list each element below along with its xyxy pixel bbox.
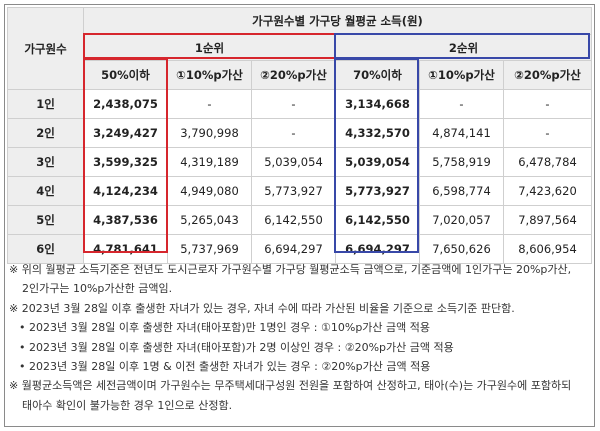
table-cell: 6,142,550 (335, 205, 420, 235)
table-cell: 5,265,043 (167, 205, 252, 235)
note-text: ※ 2023년 3월 28일 이후 출생한 자녀가 있는 경우, 자녀 수에 따… (9, 301, 515, 315)
table-cell: 5,758,919 (419, 147, 504, 177)
table-cell: 2,438,075 (83, 89, 168, 119)
table-cell: 7,020,057 (419, 205, 504, 235)
table-row: 3인 3,599,325 4,319,189 5,039,054 5,039,0… (7, 147, 592, 177)
income-table: 가구원수 가구원수별 가구당 월평균 소득(원) 1순위 2순위 50%이하 ①… (7, 7, 592, 264)
column-header: 50%이하 (83, 60, 168, 90)
row-label: 2인 (7, 118, 84, 148)
note-text: ※ 월평균소득액은 세전금액이며 가구원수는 무주택세대구성원 전원을 포함하여… (9, 379, 572, 393)
note-bullet: • 2023년 3월 28일 이후 1명 & 이전 출생한 자녀가 있는 경우 … (19, 360, 431, 374)
table-cell: - (419, 89, 504, 119)
column-header: 70%이하 (335, 60, 420, 90)
table-cell: 4,332,570 (335, 118, 420, 148)
table-cell: 7,897,564 (503, 205, 592, 235)
note-text: 태아수 확인이 불가능한 경우 1인으로 산정함. (22, 398, 233, 412)
table-cell: 4,387,536 (83, 205, 168, 235)
table-cell: 6,598,774 (419, 176, 504, 206)
table-cell: - (167, 89, 252, 119)
rank2-header: 2순위 (335, 34, 592, 61)
table-cell: 7,423,620 (503, 176, 592, 206)
column-header: ①10%p가산 (419, 60, 504, 90)
table-cell: 4,949,080 (167, 176, 252, 206)
note-bullet: • 2023년 3월 28일 이후 출생한 자녀(태아포함)만 1명인 경우 :… (19, 321, 431, 335)
table-cell: 3,790,998 (167, 118, 252, 148)
table-cell: 5,039,054 (251, 147, 336, 177)
table-cell: 3,599,325 (83, 147, 168, 177)
table-cell: 4,124,234 (83, 176, 168, 206)
table-title: 가구원수별 가구당 월평균 소득(원) (83, 7, 592, 35)
column-header: ②20%p가산 (251, 60, 336, 90)
table-cell: 6,478,784 (503, 147, 592, 177)
row-label: 1인 (7, 89, 84, 119)
column-header: ②20%p가산 (503, 60, 592, 90)
table-cell: - (251, 118, 336, 148)
note-bullet: • 2023년 3월 28일 이후 출생한 자녀(태아포함)가 2명 이상인 경… (19, 340, 454, 354)
row-label: 3인 (7, 147, 84, 177)
table-cell: - (503, 118, 592, 148)
table-cell: 8,606,954 (503, 234, 592, 264)
table-cell: - (503, 89, 592, 119)
table-cell: 4,874,141 (419, 118, 504, 148)
rank1-header: 1순위 (83, 34, 336, 61)
household-size-header: 가구원수 (7, 7, 84, 90)
table-row: 4인 4,124,234 4,949,080 5,773,927 5,773,9… (7, 176, 592, 206)
table-cell: 5,039,054 (335, 147, 420, 177)
table-row: 1인 2,438,075 - - 3,134,668 - - (7, 89, 592, 119)
table-cell: 3,134,668 (335, 89, 420, 119)
table-cell: 3,249,427 (83, 118, 168, 148)
table-cell: 4,319,189 (167, 147, 252, 177)
notes: ※ 위의 월평균 소득기준은 전년도 도시근로자 가구원수별 가구당 월평균소득… (9, 260, 589, 415)
table-cell: - (251, 89, 336, 119)
table-cell: 6,694,297 (251, 234, 336, 264)
table-cell: 5,773,927 (251, 176, 336, 206)
note-text: ※ 위의 월평균 소득기준은 전년도 도시근로자 가구원수별 가구당 월평균소득… (9, 263, 572, 276)
note-text: 2인가구는 10%p가산한 금액임. (22, 282, 173, 296)
row-label: 4인 (7, 176, 84, 206)
table-cell: 5,737,969 (167, 234, 252, 264)
table-cell: 5,773,927 (335, 176, 420, 206)
table-row: 2인 3,249,427 3,790,998 - 4,332,570 4,874… (7, 118, 592, 148)
row-label: 6인 (7, 234, 84, 264)
table-row: 6인 4,781,641 5,737,969 6,694,297 6,694,2… (7, 234, 592, 264)
table-row: 5인 4,387,536 5,265,043 6,142,550 6,142,5… (7, 205, 592, 235)
table-cell: 6,142,550 (251, 205, 336, 235)
row-label: 5인 (7, 205, 84, 235)
column-header: ①10%p가산 (167, 60, 252, 90)
